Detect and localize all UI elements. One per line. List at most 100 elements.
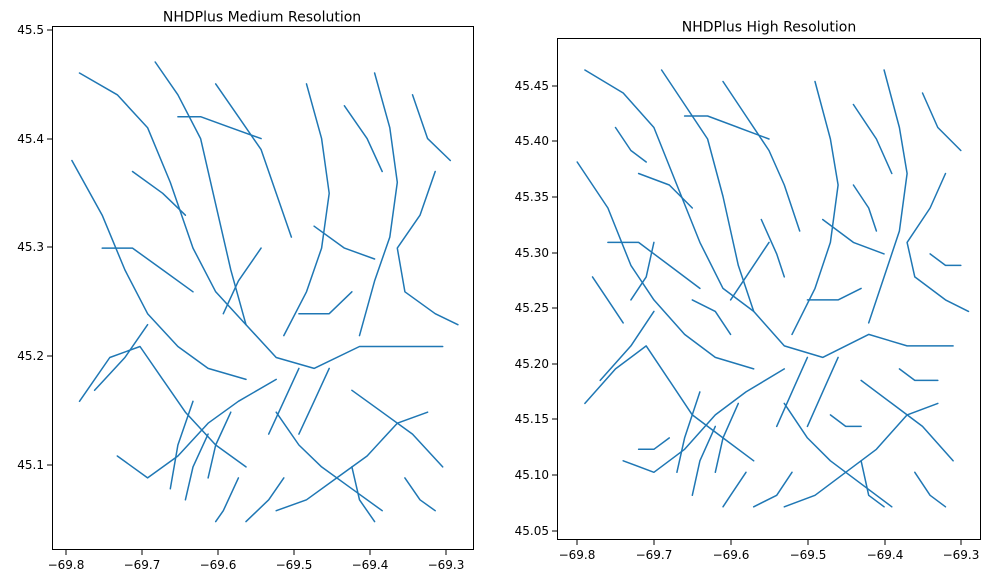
y-tick-label: 45.3	[17, 240, 44, 254]
y-tick-label: 45.15	[515, 412, 549, 426]
flowline	[852, 184, 878, 232]
y-tick: 45.10	[515, 468, 557, 482]
x-tick: −69.5	[790, 540, 826, 562]
flowline	[929, 253, 962, 267]
y-tick: 45.05	[515, 524, 557, 538]
x-tick-label: −69.6	[200, 558, 237, 572]
y-tick: 45.1	[17, 458, 52, 472]
flowline	[691, 299, 732, 336]
flowline	[614, 126, 647, 163]
flowline	[852, 103, 893, 175]
axes-frame	[52, 26, 474, 550]
y-tick-label: 45.45	[515, 79, 549, 93]
y-tick-label: 45.1	[17, 458, 44, 472]
y-tick-label: 45.20	[515, 357, 549, 371]
flowline	[576, 161, 755, 370]
flowline	[806, 287, 862, 301]
flowline	[351, 389, 444, 468]
flowline	[676, 391, 701, 474]
x-axis: −69.8 −69.7 −69.6 −69.5 −69.4 −69.3	[559, 540, 980, 562]
x-tick-label: −69.8	[559, 548, 596, 562]
flowline	[116, 378, 277, 479]
y-tick: 45.2	[17, 349, 52, 363]
flowline	[867, 69, 908, 324]
y-tick: 45.15	[515, 412, 557, 426]
x-tick: −69.6	[200, 550, 237, 572]
y-tick-label: 45.25	[515, 301, 549, 315]
y-tick: 45.45	[515, 79, 557, 93]
flowlines	[71, 61, 459, 523]
x-tick-label: −69.5	[276, 558, 313, 572]
x-tick: −69.7	[124, 550, 161, 572]
flowline	[898, 368, 939, 382]
flowline	[283, 83, 330, 337]
flowline	[791, 80, 839, 336]
plot-area	[557, 38, 981, 540]
flowline	[214, 83, 293, 238]
flowline	[411, 94, 452, 162]
y-axis: 45.1 45.2 45.3 45.4 45.5	[17, 23, 52, 472]
y-tick: 45.35	[515, 190, 557, 204]
y-tick-label: 45.4	[17, 132, 44, 146]
flowline	[630, 241, 655, 301]
flowlines	[576, 69, 970, 508]
flowline	[71, 159, 247, 381]
x-tick-label: −69.4	[867, 548, 904, 562]
y-tick: 45.40	[515, 134, 557, 148]
x-tick: −69.3	[428, 550, 465, 572]
x-tick-label: −69.7	[636, 548, 673, 562]
flowline	[714, 402, 740, 474]
flowline	[860, 460, 885, 508]
flowline	[622, 368, 786, 474]
flowline	[921, 92, 962, 152]
flowline	[184, 433, 209, 501]
flowline	[78, 72, 247, 326]
y-tick-label: 45.2	[17, 349, 44, 363]
x-tick: −69.8	[48, 550, 84, 572]
y-tick-label: 45.30	[515, 246, 549, 260]
axes-frame	[557, 38, 981, 540]
flowline	[783, 402, 893, 508]
flowline	[131, 170, 187, 216]
flowline	[358, 72, 399, 337]
flowline	[775, 356, 809, 428]
flowline	[752, 471, 793, 508]
panel-title: NHDPlus Medium Resolution	[163, 10, 361, 26]
flowline	[214, 477, 240, 523]
flowline	[169, 400, 194, 490]
y-tick: 45.4	[17, 132, 52, 146]
x-tick-label: −69.3	[428, 558, 465, 572]
flowline	[906, 172, 970, 313]
x-tick: −69.8	[559, 540, 596, 562]
flowline	[154, 61, 444, 370]
flowline	[760, 218, 786, 278]
y-tick: 45.30	[515, 246, 557, 260]
x-tick: −69.3	[943, 540, 980, 562]
flowline	[298, 367, 330, 435]
flowline	[591, 276, 624, 324]
flowline	[806, 356, 839, 428]
panel-high-resolution: NHDPlus High Resolution −69.8 −69.7 −69.…	[515, 20, 981, 562]
x-tick: −69.4	[867, 540, 904, 562]
y-tick-label: 45.35	[515, 190, 549, 204]
x-tick-label: −69.3	[943, 548, 980, 562]
flowline	[222, 247, 262, 315]
x-tick: −69.5	[276, 550, 313, 572]
flowline	[275, 411, 383, 512]
y-axis: 45.05 45.10 45.15 45.20 45.25 45.30 45.3…	[515, 79, 557, 538]
x-tick-label: −69.6	[713, 548, 750, 562]
flowline	[245, 477, 285, 523]
flowline	[729, 241, 770, 301]
flowline	[637, 172, 694, 209]
y-tick: 45.5	[17, 23, 52, 37]
flowline	[313, 225, 376, 260]
y-tick-label: 45.05	[515, 524, 549, 538]
flowline	[860, 379, 954, 462]
x-tick: −69.6	[713, 540, 750, 562]
flowline	[599, 310, 655, 382]
y-tick: 45.3	[17, 240, 52, 254]
flowline	[267, 367, 300, 435]
flowline	[404, 477, 436, 512]
x-tick-label: −69.7	[124, 558, 161, 572]
